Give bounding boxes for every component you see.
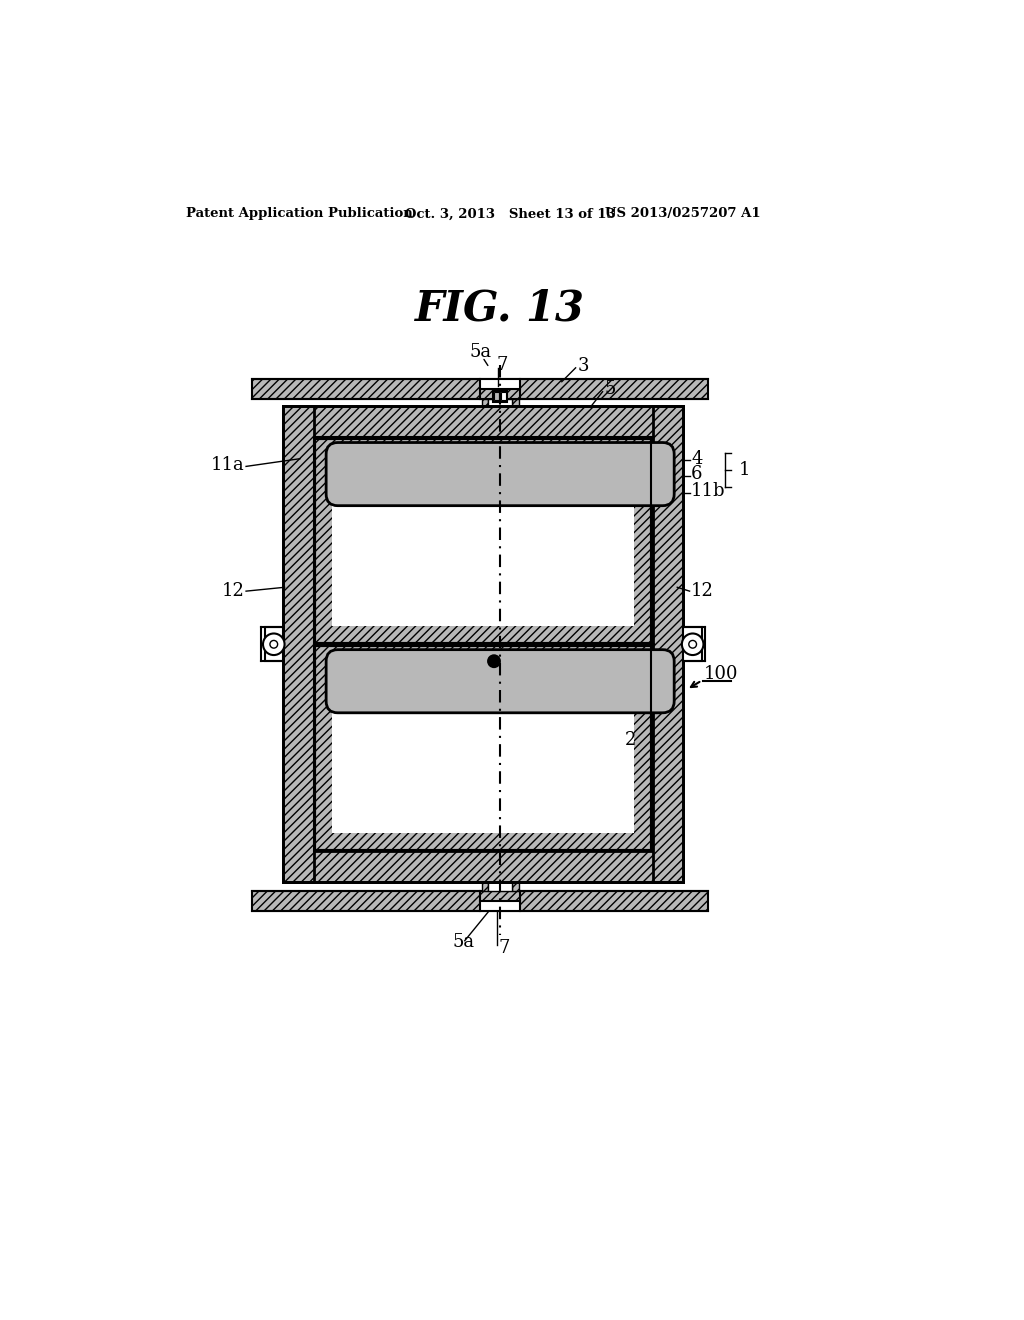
Bar [252,379,708,399]
Text: 2: 2 [625,731,636,748]
Bar [512,399,518,407]
Bar [487,882,512,891]
Text: 7: 7 [497,356,508,374]
Circle shape [682,634,703,655]
Text: 12: 12 [221,582,245,601]
Circle shape [270,640,278,648]
Bar [333,663,634,833]
FancyBboxPatch shape [326,649,674,713]
Text: US 2013/0257207 A1: US 2013/0257207 A1 [605,207,761,220]
Bar [481,882,487,891]
Bar [283,407,313,882]
Text: FIG. 13: FIG. 13 [415,288,585,330]
Text: 12: 12 [691,582,714,601]
Text: 1: 1 [739,461,751,479]
Text: 3: 3 [578,358,589,375]
Circle shape [263,634,285,655]
Bar [501,870,506,878]
Bar [481,399,487,407]
Bar [264,627,283,661]
Bar [480,379,520,389]
Bar [283,407,683,437]
Bar [252,891,708,911]
Bar [683,627,701,661]
Text: Oct. 3, 2013   Sheet 13 of 13: Oct. 3, 2013 Sheet 13 of 13 [404,207,615,220]
Bar [480,900,520,911]
Bar [313,437,652,851]
Bar [494,870,499,878]
Text: 7: 7 [499,940,510,957]
Bar [333,455,634,626]
Circle shape [487,655,501,668]
Bar [487,399,512,407]
Bar [494,869,507,879]
Text: 11a: 11a [211,455,245,474]
Text: 11b: 11b [691,482,726,500]
Bar [501,392,506,400]
Bar [512,882,518,891]
Text: Patent Application Publication: Patent Application Publication [186,207,413,220]
Bar [315,645,651,850]
Circle shape [689,640,696,648]
Bar [494,392,499,400]
Text: 5: 5 [604,380,615,399]
Text: 4: 4 [691,450,702,467]
Text: 6: 6 [691,465,702,483]
Bar [652,407,683,882]
Bar [283,851,683,882]
Bar [283,407,683,882]
Bar [315,438,651,643]
Bar [313,437,652,851]
Text: MC: MC [505,653,537,672]
Text: 5a: 5a [453,933,474,952]
FancyBboxPatch shape [326,442,674,506]
Text: 100: 100 [703,665,738,684]
Bar [494,391,507,401]
Text: 5a: 5a [470,343,492,362]
